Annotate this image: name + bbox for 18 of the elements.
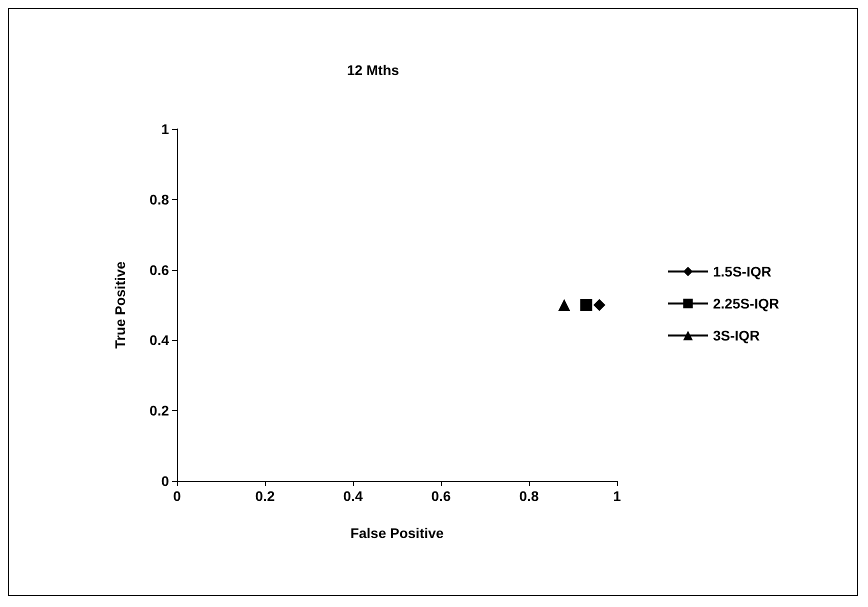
y-tick-label: 0 <box>161 473 170 489</box>
x-tick-label: 1 <box>613 488 622 504</box>
legend-label: 2.25S-IQR <box>713 296 780 312</box>
x-tick-label: 0.2 <box>255 488 275 504</box>
legend-label: 1.5S-IQR <box>713 264 772 280</box>
x-axis-title: False Positive <box>350 525 444 541</box>
chart-title: 12 Mths <box>346 62 400 78</box>
x-tick-label: 0.6 <box>431 488 451 504</box>
y-tick-label: 0.8 <box>150 191 170 208</box>
y-tick-label: 0.2 <box>150 402 170 419</box>
x-tick-label: 0 <box>173 488 182 504</box>
legend-label: 3S-IQR <box>713 328 760 344</box>
y-tick-label: 0.4 <box>150 332 170 348</box>
x-tick-label: 0.4 <box>343 488 363 504</box>
y-tick-label: 0.6 <box>150 262 170 278</box>
y-axis-title: True Positive <box>112 261 128 349</box>
x-tick-label: 0.8 <box>519 488 539 504</box>
y-tick-label: 1 <box>161 121 170 137</box>
